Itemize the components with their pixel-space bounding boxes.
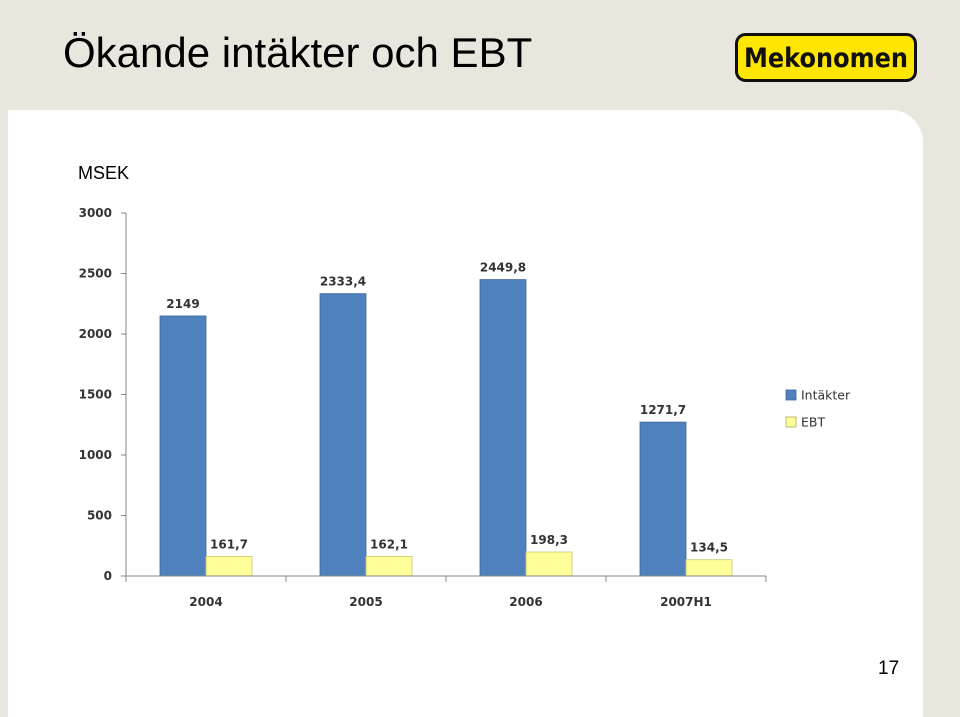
bar-intakter [159, 315, 207, 577]
legend: Intäkter EBT [785, 388, 851, 430]
legend-label-intakter: Intäkter [801, 388, 851, 403]
slide-title: Ökande intäkter och EBT [63, 29, 533, 76]
x-tick-label: 2005 [349, 595, 382, 609]
bar-value-label: 162,1 [370, 537, 408, 551]
y-tick-label: 500 [87, 509, 112, 523]
bar-ebt [525, 551, 573, 577]
x-tick-label: 2006 [509, 595, 542, 609]
y-tick-label: 2500 [79, 267, 112, 281]
bar-intakter [479, 279, 527, 577]
bar-ebt [685, 559, 733, 577]
x-axis: 2004 2005 2006 2007H1 [125, 575, 767, 609]
y-tick-label: 0 [104, 569, 112, 583]
bar-value-label: 161,7 [210, 537, 248, 551]
bar-ebt [205, 556, 253, 577]
y-tick-label: 1000 [79, 448, 112, 462]
revenue-ebt-chart: 0 500 1000 1500 2000 2500 3000 2149 161,7 2333,4… [64, 194, 870, 626]
y-tick-label: 3000 [79, 206, 112, 220]
legend-swatch-intakter [785, 389, 797, 401]
bar-value-label: 198,3 [530, 533, 568, 547]
bar-intakter [639, 421, 687, 577]
bar-intakter [319, 293, 367, 577]
bar-value-label: 2333,4 [320, 275, 366, 289]
x-tick-label: 2007H1 [660, 595, 712, 609]
y-tick-label: 1500 [79, 388, 112, 402]
mekonomen-logo: Mekonomen [735, 33, 917, 82]
legend-label-ebt: EBT [801, 415, 825, 430]
bar-value-label: 134,5 [690, 541, 728, 555]
unit-label: MSEK [78, 163, 130, 183]
svg-text:Mekonomen: Mekonomen [744, 43, 908, 74]
bar-value-label: 2149 [166, 297, 199, 311]
page-number: 17 [878, 658, 900, 679]
chart-svg: 0 500 1000 1500 2000 2500 3000 2149 161,7 2333,4… [79, 206, 851, 609]
bar-value-label: 1271,7 [640, 403, 686, 417]
bar-ebt [365, 555, 413, 577]
x-tick-label: 2004 [189, 595, 222, 609]
bars: 2149 161,7 2333,4 162,1 2449,8 198,3 1271,7 134… [159, 261, 733, 577]
y-axis: 0 500 1000 1500 2000 2500 3000 [79, 206, 127, 583]
bar-value-label: 2449,8 [480, 261, 526, 275]
legend-swatch-ebt [785, 416, 797, 428]
y-tick-label: 2000 [79, 327, 112, 341]
